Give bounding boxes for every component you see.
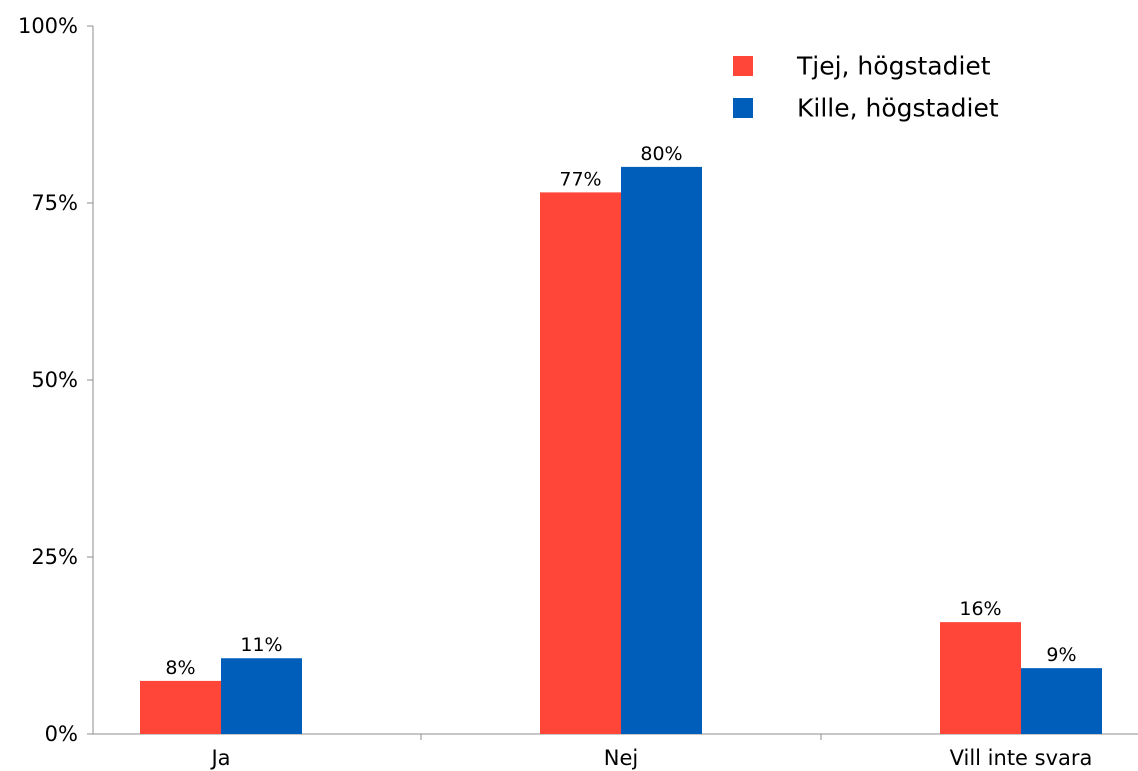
bar (540, 192, 621, 734)
data-label: 77% (559, 168, 601, 190)
bar (621, 166, 702, 735)
bar (940, 622, 1021, 734)
x-tick-label: Ja (209, 746, 230, 770)
data-label: 16% (959, 598, 1001, 620)
y-tick-label: 75% (31, 191, 78, 215)
data-label: 11% (240, 634, 282, 656)
y-tick-label: 0% (45, 722, 78, 746)
x-tick-label: Nej (604, 746, 638, 770)
data-label: 80% (640, 143, 682, 165)
bar (221, 658, 302, 734)
data-label: 9% (1046, 644, 1076, 666)
y-axis: 0% 25% 50% 75% 100% (18, 14, 94, 746)
legend-label: Kille, högstadiet (797, 94, 999, 123)
y-tick-label: 50% (31, 368, 78, 392)
legend: Tjej, högstadiet Kille, högstadiet (733, 52, 999, 123)
legend-swatch (733, 98, 753, 118)
data-label: 8% (165, 657, 195, 679)
bar (1021, 668, 1102, 734)
x-tick-label: Vill inte svara (950, 746, 1093, 770)
x-axis: Ja Nej Vill inte svara (93, 733, 1138, 770)
legend-swatch (733, 56, 753, 76)
data-labels: 8% 77% 16% 11% 80% 9% (165, 143, 1076, 679)
y-tick-label: 25% (31, 545, 78, 569)
bar (140, 680, 221, 734)
legend-label: Tjej, högstadiet (796, 52, 991, 81)
bars (140, 166, 1102, 735)
y-tick-label: 100% (18, 14, 78, 38)
